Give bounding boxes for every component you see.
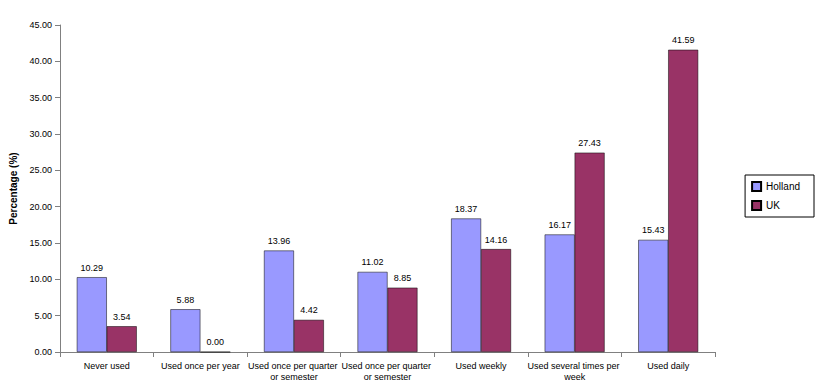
svg-text:10.00: 10.00: [29, 274, 52, 284]
svg-text:30.00: 30.00: [29, 129, 52, 139]
svg-text:10.29: 10.29: [81, 263, 104, 273]
svg-text:18.37: 18.37: [455, 204, 478, 214]
svg-text:13.96: 13.96: [268, 236, 291, 246]
svg-text:0.00: 0.00: [207, 337, 225, 347]
svg-text:Used daily: Used daily: [647, 361, 690, 371]
svg-text:or semester: or semester: [270, 372, 318, 382]
svg-text:UK: UK: [766, 200, 780, 211]
svg-text:41.59: 41.59: [672, 35, 695, 45]
svg-text:40.00: 40.00: [29, 56, 52, 66]
svg-text:35.00: 35.00: [29, 93, 52, 103]
svg-text:5.00: 5.00: [34, 311, 52, 321]
svg-text:15.43: 15.43: [642, 225, 665, 235]
svg-text:3.54: 3.54: [113, 312, 131, 322]
svg-text:Used several times per: Used several times per: [527, 361, 622, 371]
svg-text:or semester: or semester: [364, 372, 412, 382]
svg-text:27.43: 27.43: [578, 138, 601, 148]
svg-text:11.02: 11.02: [362, 257, 384, 267]
svg-text:45.00: 45.00: [29, 20, 52, 30]
svg-text:week: week: [563, 372, 586, 382]
svg-text:15.00: 15.00: [29, 238, 52, 248]
svg-text:Used once per quarter: Used once per quarter: [248, 361, 340, 371]
svg-text:Used once per year: Used once per year: [161, 361, 240, 371]
svg-text:Used once per quarter: Used once per quarter: [341, 361, 433, 371]
svg-text:5.88: 5.88: [177, 295, 195, 305]
svg-text:20.00: 20.00: [29, 202, 52, 212]
svg-text:4.42: 4.42: [300, 305, 318, 315]
svg-text:Used weekly: Used weekly: [456, 361, 508, 371]
svg-text:16.17: 16.17: [548, 220, 571, 230]
svg-text:Holland: Holland: [766, 181, 800, 192]
svg-text:Never used: Never used: [84, 361, 130, 371]
svg-text:0.00: 0.00: [34, 347, 52, 357]
svg-text:25.00: 25.00: [29, 165, 52, 175]
svg-text:Percentage (%): Percentage (%): [8, 152, 19, 224]
svg-text:14.16: 14.16: [485, 235, 508, 245]
svg-text:8.85: 8.85: [394, 273, 412, 283]
